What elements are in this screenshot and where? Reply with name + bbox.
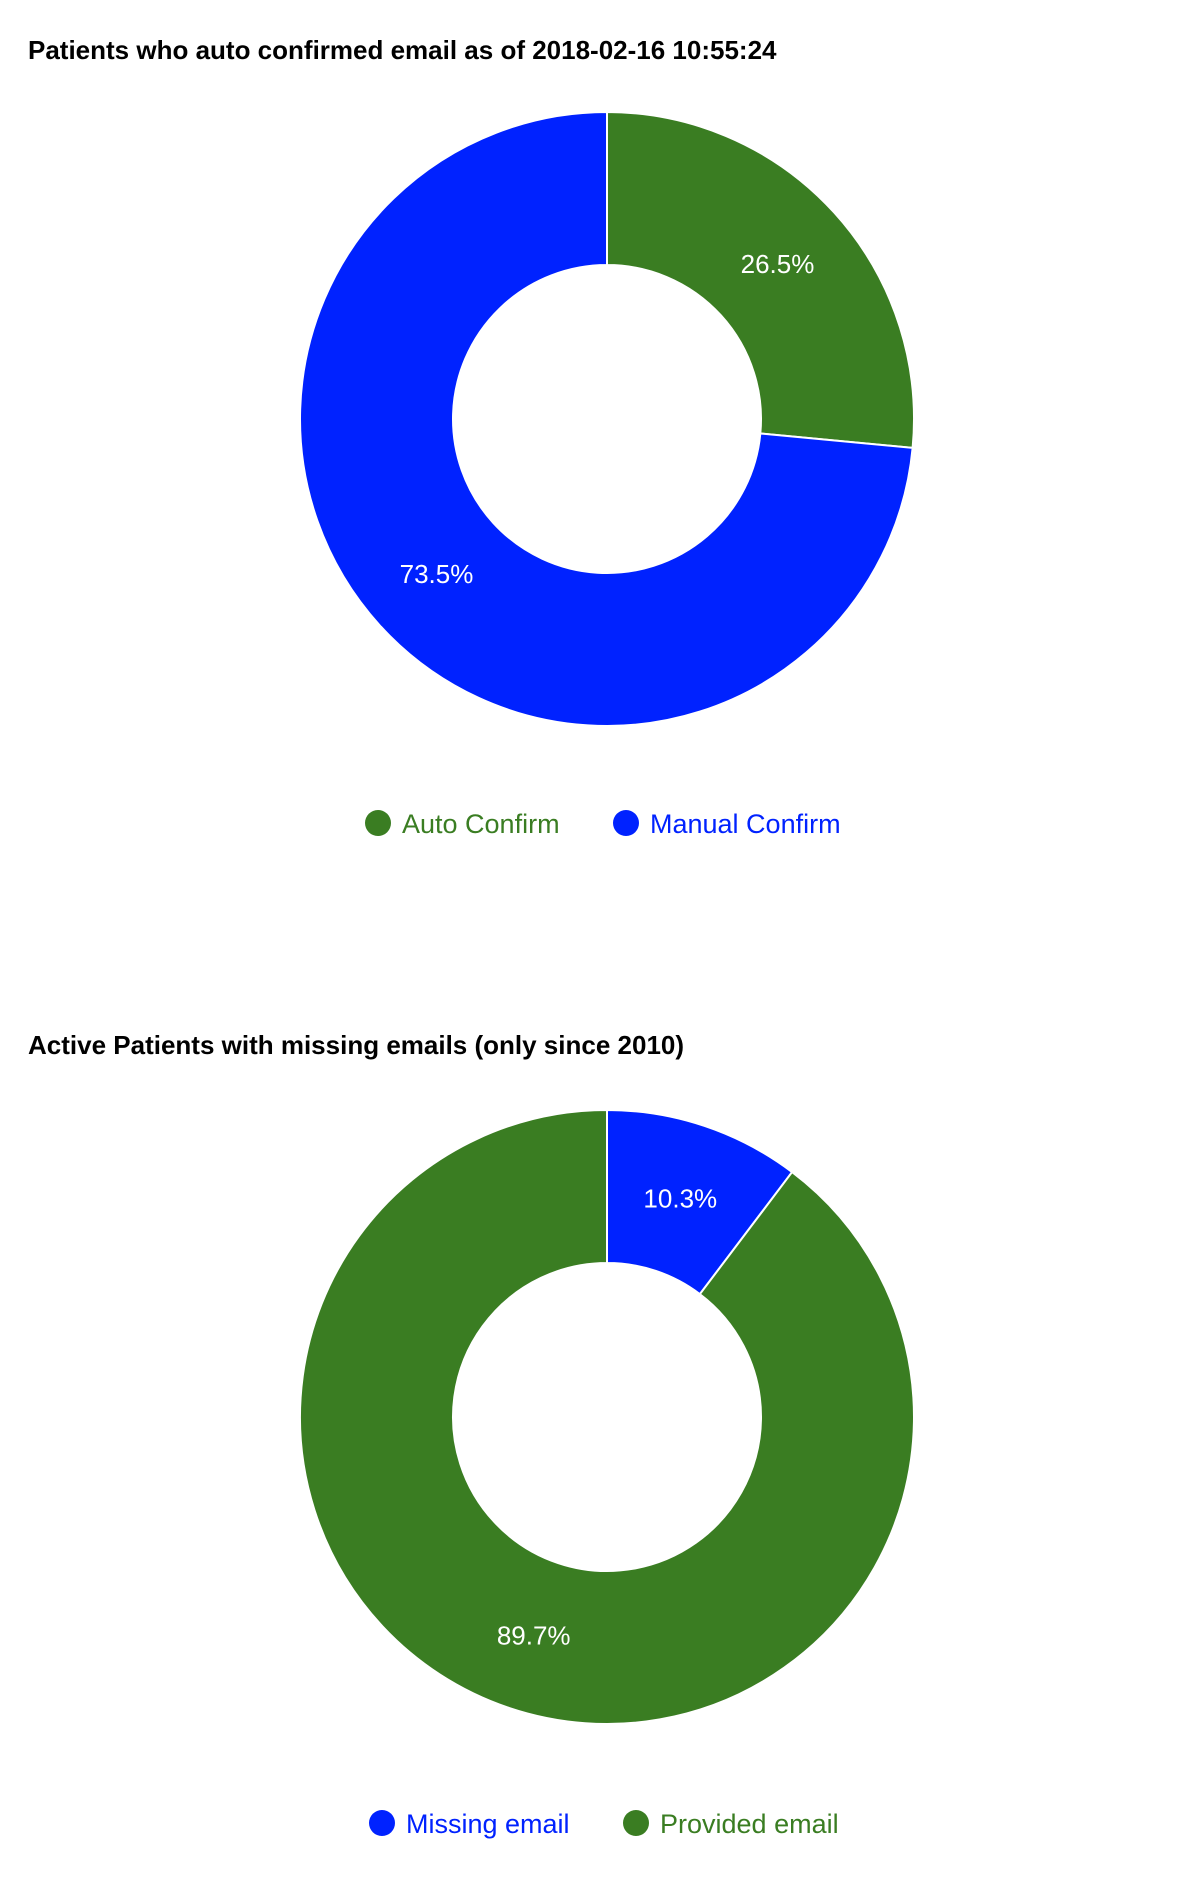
chart-title-missing-email: Active Patients with missing emails (onl… [28, 1030, 684, 1060]
legend-marker-auto-confirm[interactable] [365, 810, 391, 836]
slice-label-provided-email: 89.7% [497, 1621, 571, 1651]
legend-label-missing-email[interactable]: Missing email [406, 1809, 570, 1839]
legend-label-provided-email[interactable]: Provided email [660, 1809, 839, 1839]
legend-label-auto-confirm[interactable]: Auto Confirm [402, 809, 560, 839]
slice-label-manual-confirm: 73.5% [400, 559, 474, 589]
slice-label-missing-email: 10.3% [643, 1183, 717, 1213]
slice-auto-confirm[interactable] [606, 110, 915, 449]
legend-marker-missing-email[interactable] [369, 1810, 395, 1836]
slice-manual-confirm[interactable] [299, 110, 914, 727]
auto-confirm-chart: Patients who auto confirmed email as of … [28, 35, 915, 839]
slice-label-auto-confirm: 26.5% [741, 249, 815, 279]
legend-marker-manual-confirm[interactable] [613, 810, 639, 836]
missing-email-chart: Active Patients with missing emails (onl… [28, 1030, 915, 1839]
legend-label-manual-confirm[interactable]: Manual Confirm [650, 809, 841, 839]
chart-title-auto-confirm: Patients who auto confirmed email as of … [28, 35, 777, 65]
slice-provided-email[interactable] [299, 1108, 915, 1725]
legend-marker-provided-email[interactable] [623, 1810, 649, 1836]
